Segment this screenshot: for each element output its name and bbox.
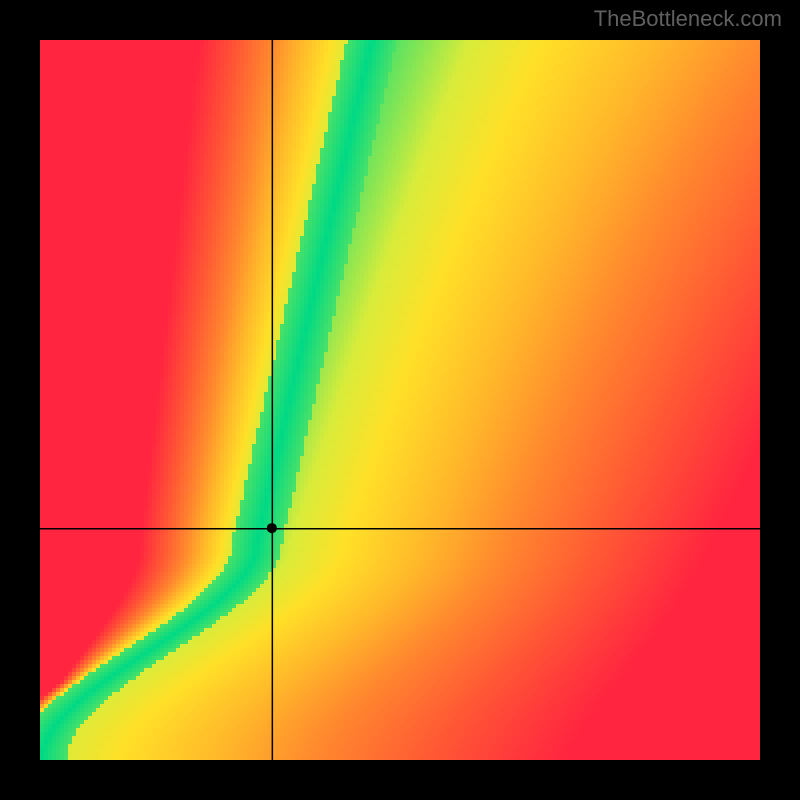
watermark-text: TheBottleneck.com [594, 6, 782, 32]
heatmap-plot [40, 40, 760, 760]
crosshair-overlay [40, 40, 760, 760]
